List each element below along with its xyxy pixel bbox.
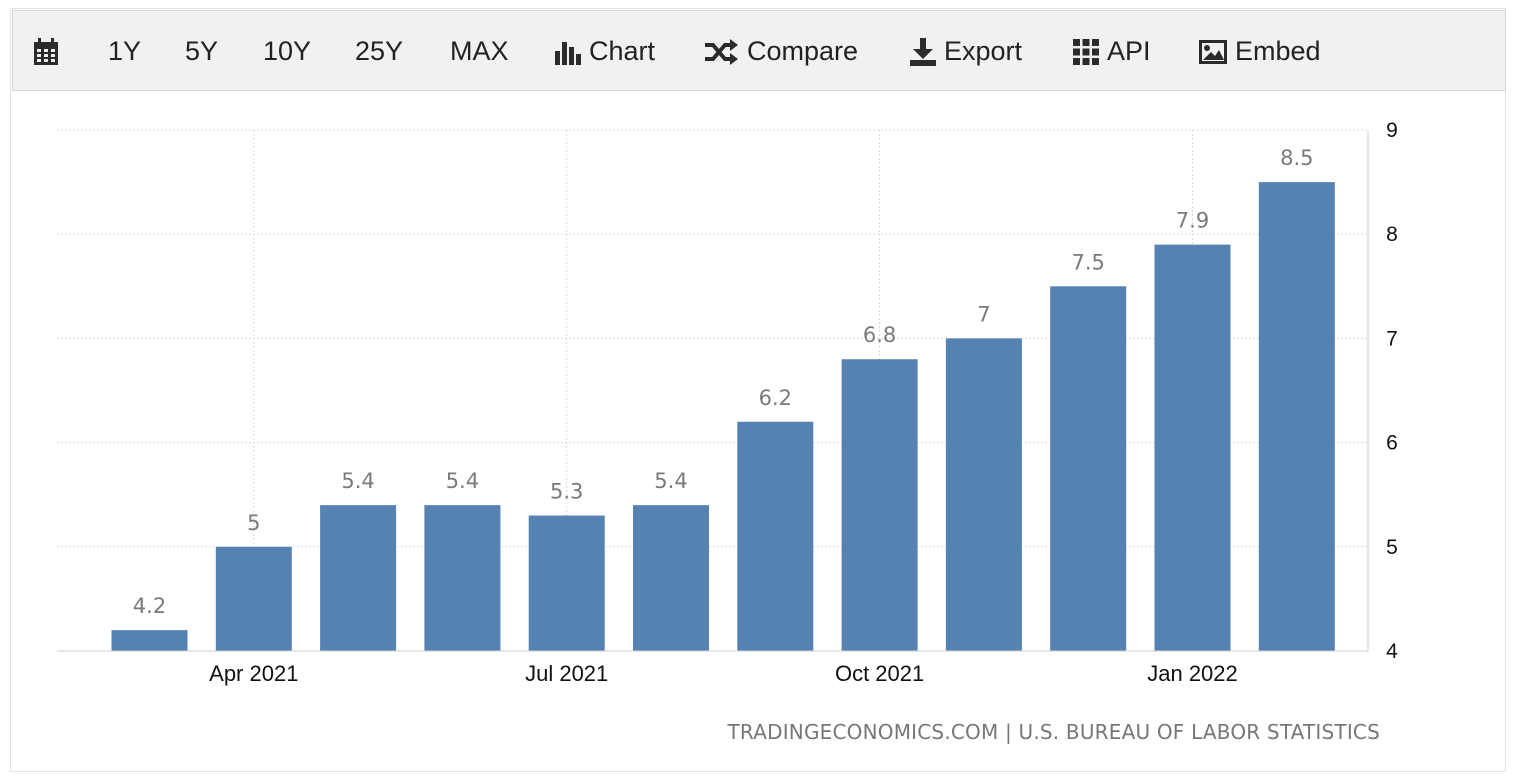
bar[interactable]	[320, 505, 397, 651]
chart-toolbar: 1Y 5Y 10Y 25Y MAX Chart Compare Export	[12, 10, 1506, 91]
range-1y-label: 1Y	[108, 36, 142, 66]
range-25y-button[interactable]: 25Y	[355, 11, 403, 92]
bar-value-label: 5.4	[654, 469, 687, 493]
download-icon	[910, 37, 936, 66]
api-button[interactable]: API	[1073, 11, 1151, 92]
x-tick-label: Jan 2022	[1147, 661, 1238, 686]
compare-button[interactable]: Compare	[703, 11, 858, 92]
y-tick-label: 8	[1386, 223, 1398, 246]
bar-value-label: 5.4	[446, 469, 479, 493]
y-tick-label: 9	[1386, 119, 1398, 142]
bar-value-label: 5.4	[341, 469, 374, 493]
chart-type-button[interactable]: Chart	[555, 11, 655, 92]
embed-label: Embed	[1235, 36, 1321, 66]
api-label: API	[1107, 36, 1151, 66]
range-10y-label: 10Y	[263, 36, 312, 66]
range-5y-button[interactable]: 5Y	[185, 11, 218, 92]
range-max-button[interactable]: MAX	[450, 11, 509, 92]
range-max-label: MAX	[450, 36, 509, 66]
bar-value-label: 7	[977, 302, 990, 326]
bar[interactable]	[1258, 182, 1335, 651]
chart-type-label: Chart	[589, 36, 656, 66]
bar-value-label: 6.8	[863, 323, 896, 347]
bar[interactable]	[424, 505, 501, 651]
bar-value-label: 5	[247, 511, 260, 535]
y-tick-label: 6	[1386, 432, 1398, 455]
bar-value-label: 5.3	[550, 480, 583, 504]
bar[interactable]	[1050, 286, 1127, 651]
bar-value-label: 7.5	[1071, 250, 1104, 274]
range-25y-label: 25Y	[355, 36, 404, 66]
grid-icon	[1073, 38, 1099, 65]
bar[interactable]	[737, 421, 814, 651]
x-tick-label: Apr 2021	[209, 661, 298, 686]
chart-frame	[10, 8, 1506, 772]
range-1y-button[interactable]: 1Y	[108, 11, 141, 92]
bar-value-label: 6.2	[759, 386, 792, 410]
bar[interactable]	[841, 359, 918, 651]
bar[interactable]	[111, 630, 188, 651]
bar-value-label: 8.5	[1280, 146, 1313, 170]
x-tick-label: Jul 2021	[525, 661, 608, 686]
bar[interactable]	[945, 338, 1022, 651]
embed-button[interactable]: Embed	[1199, 11, 1321, 92]
calendar-button[interactable]	[33, 11, 59, 92]
bar[interactable]	[215, 546, 292, 651]
bars-layer	[111, 182, 1335, 651]
range-5y-label: 5Y	[185, 36, 219, 66]
y-tick-label: 4	[1386, 640, 1398, 663]
x-axis: Apr 2021 Jul 2021 Oct 2021 Jan 2022	[57, 650, 1368, 686]
y-axis: 4 5 6 7 8 9	[1367, 119, 1398, 663]
calendar-icon	[34, 37, 58, 65]
export-label: Export	[944, 36, 1023, 66]
bar-value-label: 7.9	[1176, 209, 1209, 233]
export-button[interactable]: Export	[910, 11, 1022, 92]
x-tick-label: Oct 2021	[835, 661, 924, 686]
bar[interactable]	[633, 505, 709, 651]
bar-chart-icon	[555, 41, 581, 65]
shuffle-icon	[705, 38, 738, 65]
bar[interactable]	[528, 515, 605, 651]
bar-value-label: 4.2	[133, 594, 166, 618]
bar[interactable]	[1154, 244, 1231, 651]
y-tick-label: 5	[1386, 536, 1398, 559]
y-tick-label: 7	[1386, 327, 1398, 350]
image-icon	[1199, 39, 1227, 64]
source-attribution: TRADINGECONOMICS.COM | U.S. BUREAU OF LA…	[727, 720, 1380, 744]
compare-label: Compare	[747, 36, 859, 66]
value-labels-layer: 4.2 5 5.4 5.4 5.3 5.4 6.2 6.8 7 7.5 7.9 8.5	[133, 146, 1314, 618]
range-10y-button[interactable]: 10Y	[263, 11, 311, 92]
